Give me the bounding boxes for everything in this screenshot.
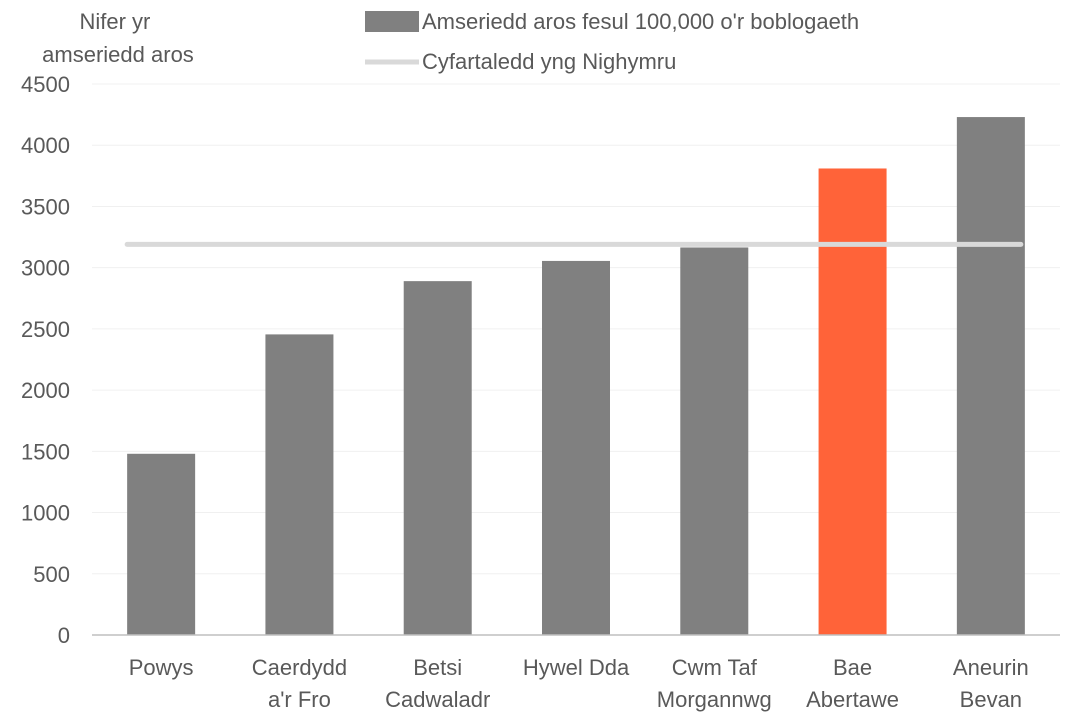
x-tick-label: Caerdydd a'r Fro <box>252 655 347 712</box>
bar <box>542 260 610 635</box>
x-tick-label: Bae Abertawe <box>806 655 899 712</box>
bars <box>127 117 1025 636</box>
y-tick-label: 3000 <box>21 256 70 281</box>
y-tick-label: 0 <box>58 623 70 648</box>
bar <box>127 453 196 635</box>
y-tick-label: 4500 <box>21 72 70 97</box>
y-tick-label: 1500 <box>21 439 70 464</box>
y-tick-label: 1000 <box>21 501 70 526</box>
bar <box>956 117 1025 635</box>
x-tick-label: Powys <box>129 655 194 680</box>
y-axis-ticks: 0 500 1000 1500 2000 2500 3000 3500 4000 4500 <box>21 72 70 648</box>
bar <box>403 281 472 635</box>
legend-label-line: Cyfartaledd yng Nighymru <box>422 49 676 74</box>
legend-label-bar: Amseriedd aros fesul 100,000 o'r bobloga… <box>422 9 859 34</box>
y-tick-label: 2000 <box>21 378 70 403</box>
legend: Amseriedd aros fesul 100,000 o'r bobloga… <box>365 9 859 74</box>
y-axis-label: Nifer yr amseriedd aros <box>42 9 194 67</box>
x-axis-labels: Powys Caerdydd a'r Fro Betsi Cadwaladr Hywel … <box>129 655 1029 712</box>
bar <box>680 247 749 636</box>
y-tick-label: 2500 <box>21 317 70 342</box>
y-tick-label: 3500 <box>21 194 70 219</box>
y-tick-label: 4000 <box>21 133 70 158</box>
x-tick-label: Hywel Dda <box>523 655 630 680</box>
bar <box>265 334 334 635</box>
x-tick-label: Cwm Taf Morgannwg <box>657 655 772 712</box>
bar <box>818 168 887 635</box>
legend-swatch-bar <box>365 11 419 32</box>
y-tick-label: 500 <box>33 562 70 587</box>
x-tick-label: Aneurin Bevan <box>953 655 1029 712</box>
x-tick-label: Betsi Cadwaladr <box>385 655 490 712</box>
